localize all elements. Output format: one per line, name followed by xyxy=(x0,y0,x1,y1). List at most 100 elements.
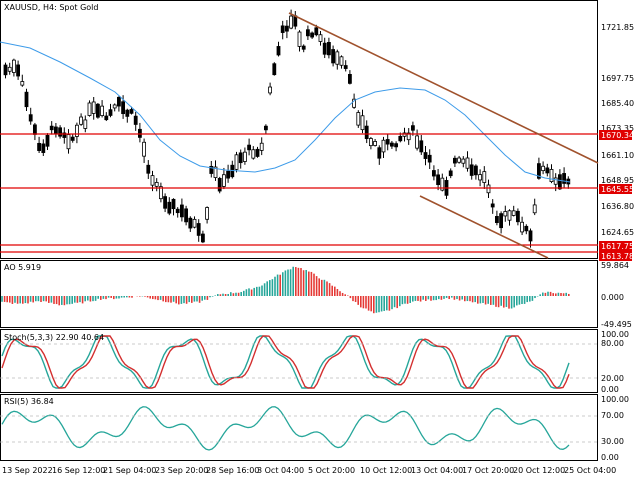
candle-body xyxy=(75,124,79,137)
candle-body xyxy=(415,135,420,149)
time-label: 13 Sep 2022 xyxy=(2,466,53,475)
stoch-scale-label: 0.00 xyxy=(601,385,619,394)
candle-body xyxy=(537,163,541,179)
price-tag: 1670.34 xyxy=(601,131,634,140)
ao-scale-label: 59.864 xyxy=(601,261,629,270)
candle-body xyxy=(129,109,134,114)
candle-body xyxy=(146,164,151,174)
candle-body xyxy=(104,115,109,121)
stoch-scale-label: 80.00 xyxy=(601,339,624,348)
candle-body xyxy=(503,211,508,217)
candle-body xyxy=(532,204,537,214)
candle-body xyxy=(406,132,411,141)
candle-body xyxy=(112,104,117,109)
price-label: 1661.10 xyxy=(601,151,634,160)
candle-body xyxy=(276,46,281,56)
candle-body xyxy=(410,125,415,131)
candle-body xyxy=(360,115,365,131)
candle-body xyxy=(66,134,71,150)
moving-average xyxy=(0,41,571,183)
candle-body xyxy=(326,42,331,56)
candle-body xyxy=(87,102,92,116)
price-label: 1685.40 xyxy=(601,99,634,108)
stoch-main-line xyxy=(1,335,570,389)
candle-body xyxy=(3,64,8,76)
candle-body xyxy=(196,223,201,236)
candle-body xyxy=(478,174,483,181)
horizontal-levels xyxy=(0,12,599,259)
candle-body xyxy=(516,210,520,223)
rsi-series-line xyxy=(1,406,570,451)
price-tag-bg xyxy=(599,184,632,194)
candle-body xyxy=(54,126,58,135)
candle-body xyxy=(247,144,252,151)
candle-body xyxy=(268,86,273,94)
rsi-scale-label: 0.00 xyxy=(601,453,619,462)
candle-body xyxy=(457,157,462,163)
candle-body xyxy=(394,143,399,148)
candle-body xyxy=(184,208,189,223)
candle-body xyxy=(402,132,407,137)
candle-body xyxy=(499,213,504,229)
candle-body xyxy=(490,203,495,208)
candle-body xyxy=(314,27,319,36)
candle-body xyxy=(255,148,260,157)
candle-body xyxy=(58,127,62,137)
candle-body xyxy=(520,221,524,233)
time-label: 28 Sep 16:00 xyxy=(206,466,259,475)
price-tags: 1670.34 1645.55 1617.75 1613.78 xyxy=(599,130,634,261)
candle-body xyxy=(356,112,361,126)
candle-body xyxy=(83,119,88,129)
stoch-scale-label: 20.00 xyxy=(601,374,624,383)
price-label: 1697.75 xyxy=(601,74,634,83)
price-tag: 1645.55 xyxy=(601,185,634,194)
candle-body xyxy=(368,138,373,147)
candle-body xyxy=(448,170,453,177)
candle-body xyxy=(469,164,474,176)
candle-body xyxy=(213,166,218,178)
candle-body xyxy=(108,109,113,116)
candle-body xyxy=(154,182,159,187)
candle-body xyxy=(511,210,516,216)
candle-body xyxy=(188,217,193,229)
stochastic-lines xyxy=(0,335,598,389)
candle-body xyxy=(217,177,222,192)
candlestick-series xyxy=(3,9,571,248)
candle-body xyxy=(364,125,369,140)
candle-body xyxy=(322,42,327,55)
time-label: 25 Oct 04:00 xyxy=(564,466,616,475)
time-label: 23 Sep 20:00 xyxy=(155,466,208,475)
candle-body xyxy=(7,66,12,72)
candle-body xyxy=(427,154,432,163)
time-label: 16 Sep 12:00 xyxy=(52,466,105,475)
stoch-signal-line xyxy=(1,335,570,389)
candle-body xyxy=(259,142,264,151)
candle-body xyxy=(24,91,29,108)
candle-body xyxy=(62,132,67,138)
ao-scale-label: -49.495 xyxy=(601,320,632,329)
candle-body xyxy=(423,152,428,159)
candle-body xyxy=(381,139,386,153)
stoch-label: Stoch(5,3,3) 22.90 40.64 xyxy=(4,333,104,342)
channel-lower-line xyxy=(419,195,549,259)
time-label: 10 Oct 12:00 xyxy=(360,466,412,475)
time-label: 20 Oct 12:00 xyxy=(513,466,565,475)
candle-body xyxy=(385,139,390,145)
candle-body xyxy=(541,165,545,172)
candle-body xyxy=(142,141,147,157)
candle-body xyxy=(37,142,41,151)
time-label: 21 Sep 04:00 xyxy=(103,466,156,475)
candle-body xyxy=(41,143,46,153)
candle-body xyxy=(20,81,25,86)
candle-body xyxy=(70,136,75,141)
candle-body xyxy=(209,165,214,174)
candle-body xyxy=(49,125,54,131)
candle-body xyxy=(494,216,499,223)
candle-body xyxy=(100,105,104,116)
candle-body xyxy=(117,96,121,107)
candle-body xyxy=(158,186,163,200)
candle-body xyxy=(419,140,424,153)
candle-body xyxy=(482,171,487,183)
